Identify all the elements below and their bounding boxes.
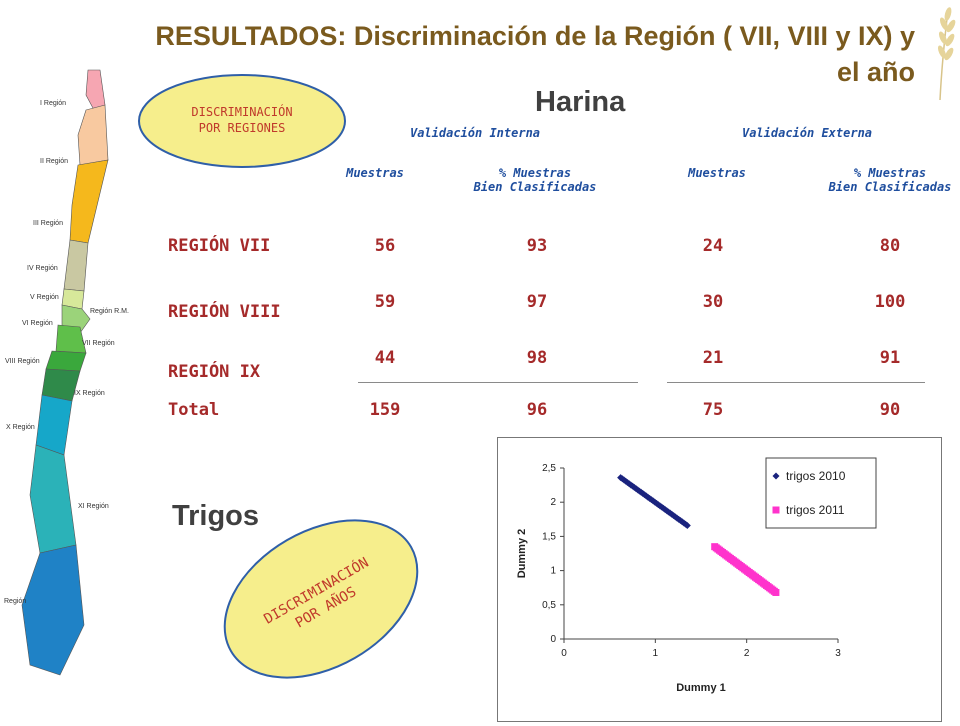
- map-region-1: [85, 69, 106, 111]
- map-region-11: [29, 444, 77, 554]
- chart-axes: 0 0,5 1 1,5 2 2,5 0 1 2 3 Dummy 1 Dummy 2: [516, 463, 841, 694]
- oval-discriminacion-anos: DISCRIMINACIÓN POR AÑOS: [223, 519, 419, 679]
- map-label-vii: VII Región: [82, 340, 115, 347]
- y-tick-label: 1,5: [542, 531, 556, 542]
- row-label-region-ix: REGIÓN IX: [168, 362, 261, 382]
- slide-title-line1: RESULTADOS: Discriminación de la Región …: [155, 21, 915, 51]
- chart-points: [617, 474, 780, 596]
- row-label-total: Total: [168, 400, 220, 420]
- cell-viii-int-n: 59: [374, 292, 396, 312]
- header-muestras-interna: Muestras: [346, 166, 404, 180]
- map-label-iv: IV Región: [27, 265, 58, 272]
- trigos-heading: Trigos: [172, 500, 260, 532]
- header-pct-interna-line2: Bien Clasificadas: [473, 180, 597, 194]
- map-label-vi: VI Región: [22, 320, 53, 327]
- cell-viii-ext-n: 30: [702, 292, 724, 312]
- total-divider-externa: [667, 382, 925, 383]
- cell-ix-int-pct: 98: [526, 348, 548, 368]
- slide-title: RESULTADOS: Discriminación de la Región …: [20, 18, 915, 90]
- total-divider-interna: [358, 382, 638, 383]
- point-trigos-2010: [683, 521, 691, 529]
- map-region-8: [45, 350, 87, 372]
- header-pct-externa-line1: % Muestras: [853, 166, 927, 180]
- y-tick-label: 2: [550, 497, 556, 508]
- map-region-12: [21, 544, 85, 676]
- map-label-rm: Región R.M.: [90, 308, 129, 315]
- header-validacion-interna: Validación Interna: [409, 126, 541, 140]
- legend-box: [765, 457, 877, 529]
- map-label-ii: II Región: [40, 158, 68, 165]
- map-label-iii: III Región: [33, 220, 63, 227]
- header-validacion-externa: Validación Externa: [741, 126, 873, 140]
- harina-heading: Harina: [535, 86, 626, 118]
- map-label-viii: VIII Región: [5, 358, 40, 365]
- map-labels: I Región II Región III Región IV Región …: [4, 100, 129, 605]
- map-label-x: X Región: [6, 424, 35, 431]
- map-label-v: V Región: [30, 294, 59, 301]
- x-tick-label: 1: [653, 648, 659, 659]
- y-tick-label: 0,5: [542, 600, 556, 611]
- map-region-4: [63, 239, 89, 292]
- map-label-xii: Región: [4, 598, 26, 605]
- cell-total-ext-pct: 90: [879, 400, 901, 420]
- map-region-2: [77, 104, 109, 166]
- header-pct-externa-line2: Bien Clasificadas: [828, 180, 952, 194]
- cell-vii-int-pct: 93: [526, 236, 548, 256]
- oval-regiones-line1: DISCRIMINACIÓN: [191, 104, 292, 119]
- cell-ix-int-n: 44: [374, 348, 396, 368]
- cell-vii-ext-pct: 80: [879, 236, 901, 256]
- legend-marker-2011: [772, 506, 780, 514]
- header-pct-interna-line1: % Muestras: [498, 166, 572, 180]
- x-tick-label: 3: [835, 648, 841, 659]
- oval-discriminacion-regiones: DISCRIMINACIÓN POR REGIONES: [138, 74, 346, 168]
- cell-ix-ext-pct: 91: [879, 348, 901, 368]
- oval-regiones-line2: POR REGIONES: [199, 121, 286, 135]
- map-label-xi: XI Región: [78, 503, 109, 510]
- wheat-icon: [937, 7, 956, 100]
- y-axis-label: Dummy 2: [516, 529, 528, 579]
- header-muestras-externa: Muestras: [688, 166, 746, 180]
- x-tick-label: 0: [561, 648, 567, 659]
- cell-viii-int-pct: 97: [526, 292, 548, 312]
- scatter-chart-panel: 0 0,5 1 1,5 2 2,5 0 1 2 3 Dummy 1 Dummy 2 trigos 20…: [497, 437, 942, 722]
- chile-map: I Región II Región III Región IV Región …: [4, 69, 129, 676]
- y-tick-label: 1: [550, 566, 556, 577]
- legend-marker-2010: [772, 472, 780, 480]
- y-tick-label: 0: [550, 634, 556, 645]
- map-label-i: I Región: [40, 100, 66, 107]
- cell-ix-ext-n: 21: [702, 348, 724, 368]
- map-label-ix: IX Región: [74, 390, 105, 397]
- header-pct-externa: % Muestras Bien Clasificadas: [815, 166, 960, 194]
- point-trigos-2011: [772, 588, 780, 596]
- map-region-3: [69, 159, 109, 244]
- cell-viii-ext-pct: 100: [874, 292, 906, 312]
- row-label-region-vii: REGIÓN VII: [168, 236, 271, 256]
- cell-total-int-n: 159: [369, 400, 401, 420]
- x-axis-label: Dummy 1: [676, 682, 726, 694]
- cell-total-ext-n: 75: [702, 400, 724, 420]
- scatter-chart: 0 0,5 1 1,5 2 2,5 0 1 2 3 Dummy 1 Dummy 2 trigos 20…: [516, 457, 877, 694]
- row-label-region-viii: REGIÓN VIII: [168, 302, 281, 322]
- cell-vii-int-n: 56: [374, 236, 396, 256]
- legend-label: trigos 2010: [786, 469, 846, 483]
- chart-legend: trigos 2010 trigos 2011: [765, 457, 877, 529]
- slide-title-line2: el año: [836, 57, 915, 87]
- cell-vii-ext-n: 24: [702, 236, 724, 256]
- cell-total-int-pct: 96: [526, 400, 548, 420]
- x-tick-label: 2: [744, 648, 750, 659]
- map-region-10: [35, 394, 73, 456]
- header-pct-interna: % Muestras Bien Clasificadas: [460, 166, 610, 194]
- y-tick-label: 2,5: [542, 463, 556, 474]
- legend-label: trigos 2011: [786, 503, 845, 517]
